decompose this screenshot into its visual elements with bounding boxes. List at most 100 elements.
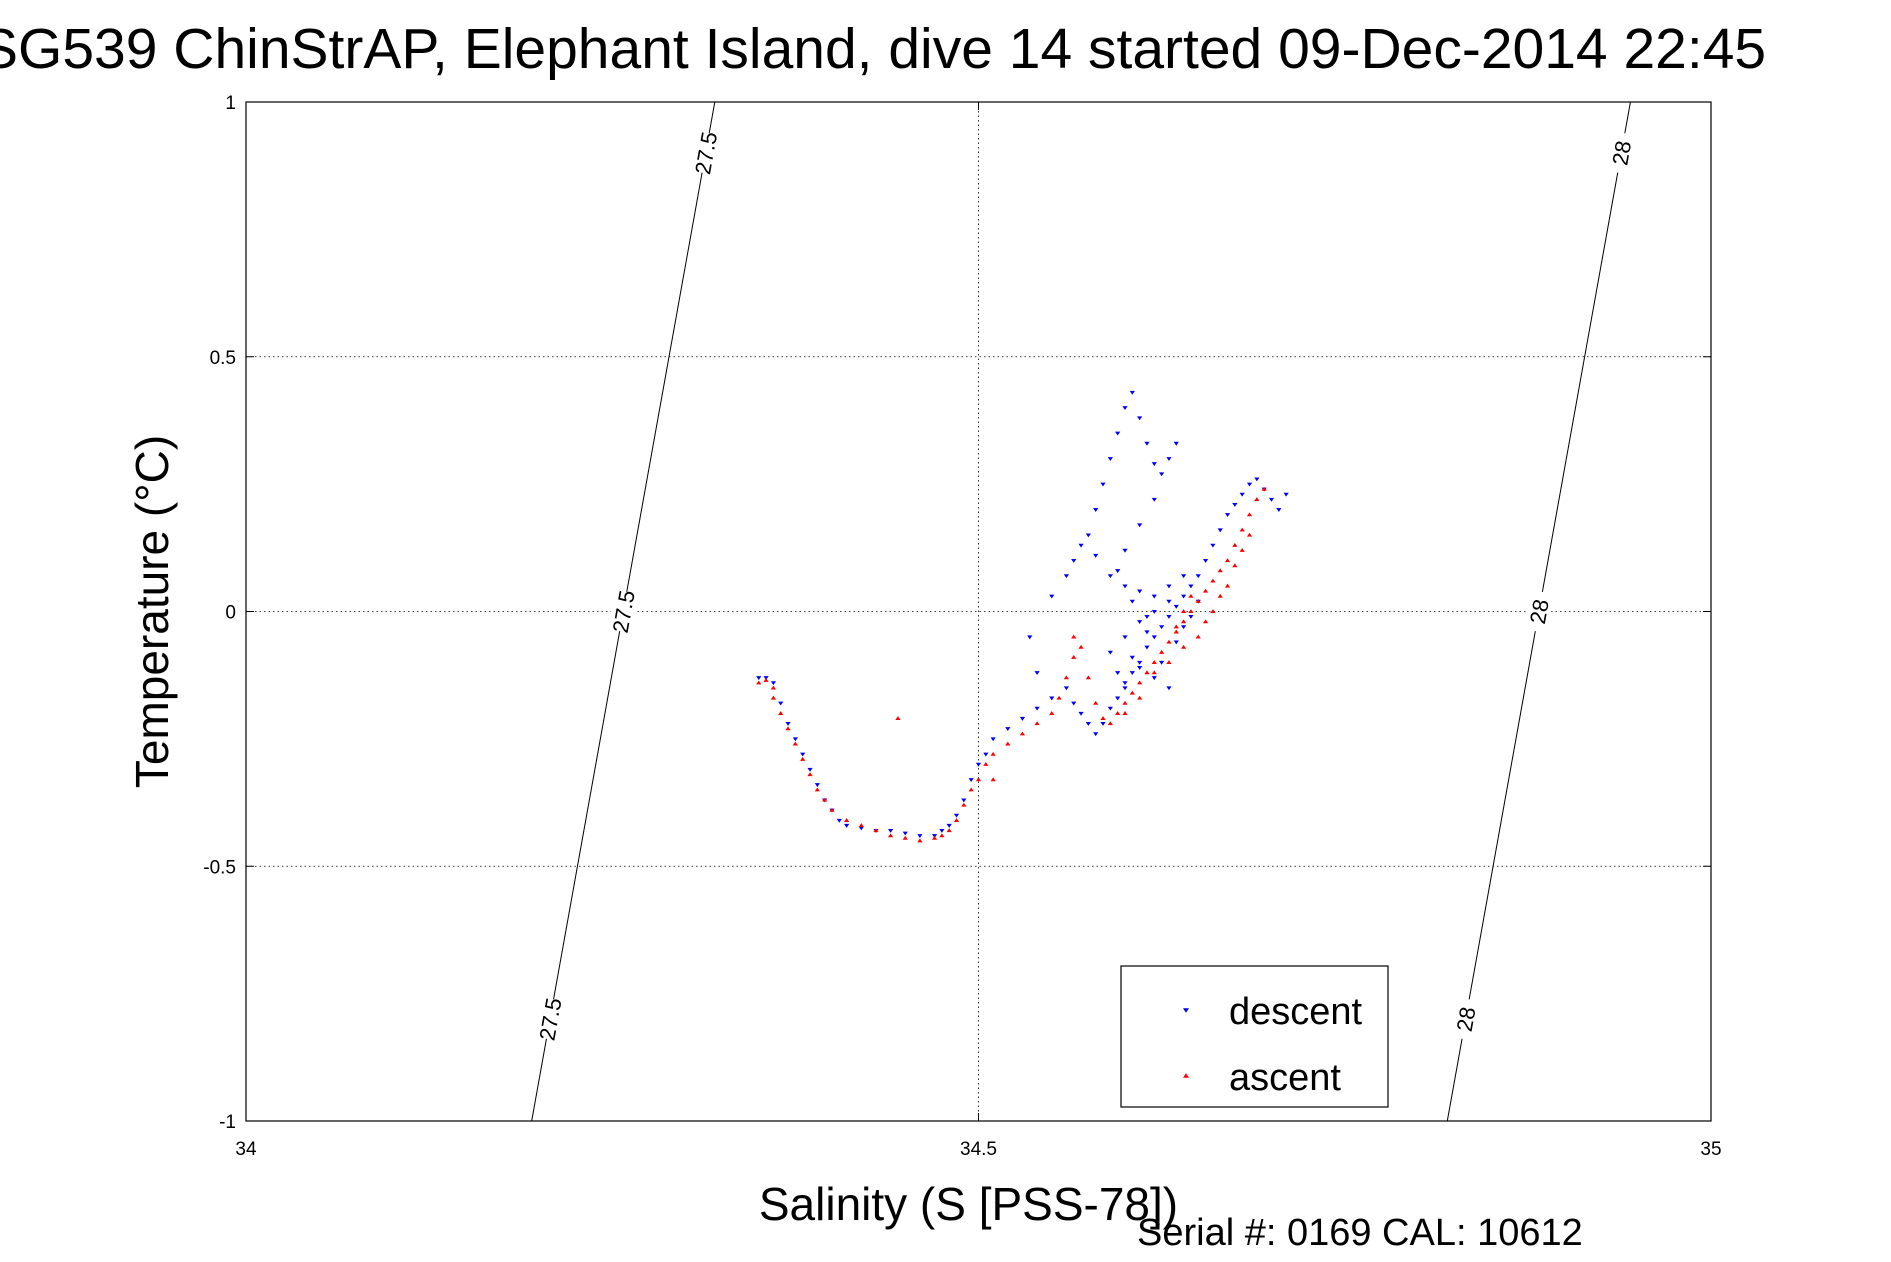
descent-point xyxy=(902,831,908,836)
ascent-point xyxy=(1071,655,1077,659)
descent-point xyxy=(1254,477,1260,482)
descent-point xyxy=(1151,594,1157,599)
descent-point xyxy=(1093,508,1099,512)
descent-point xyxy=(1005,727,1011,732)
ascent-point xyxy=(1181,619,1187,624)
ascent-point xyxy=(785,726,791,731)
descent-point xyxy=(807,767,813,772)
descent-point xyxy=(1122,681,1128,686)
descent-point xyxy=(1137,660,1143,665)
descent-point xyxy=(1144,441,1150,446)
contour-label: 28 xyxy=(1525,597,1554,626)
descent-point xyxy=(1093,732,1099,737)
y-tick-label: -0.5 xyxy=(203,857,236,878)
ascent-point xyxy=(1181,609,1187,614)
descent-point xyxy=(1276,508,1282,512)
ascent-point xyxy=(1232,563,1238,568)
descent-point xyxy=(858,826,864,831)
descent-point xyxy=(1159,472,1165,477)
ascent-point xyxy=(990,777,996,782)
descent-point xyxy=(1122,406,1128,411)
descent-point xyxy=(1129,390,1135,395)
ascent-point xyxy=(1144,670,1150,675)
descent-point xyxy=(1107,574,1113,579)
ascent-point xyxy=(1181,644,1187,649)
legend-marker xyxy=(1183,1008,1189,1013)
descent-point xyxy=(1224,513,1231,518)
contour-label-bg xyxy=(534,997,566,1041)
ascent-point xyxy=(873,828,879,833)
grid-lines xyxy=(246,102,1711,1121)
ascent-point xyxy=(1166,639,1172,644)
legend-entry-ascent: ascent xyxy=(1183,1057,1341,1099)
ascent-point xyxy=(953,818,960,822)
ascent-point xyxy=(1151,660,1157,665)
descent-point xyxy=(888,829,894,833)
descent-point xyxy=(961,798,967,803)
y-tick-label: 0.5 xyxy=(210,348,236,369)
ascent-point xyxy=(1195,598,1201,603)
ascent-point xyxy=(1034,721,1040,726)
descent-point xyxy=(1122,686,1128,691)
ascent-point xyxy=(1166,660,1172,665)
ascent-point xyxy=(902,835,908,840)
descent-point xyxy=(1137,523,1143,528)
descent-point xyxy=(1122,635,1128,640)
contour-label-bg xyxy=(607,589,639,634)
ascent-point xyxy=(1232,542,1238,547)
legend: descent ascent xyxy=(1120,965,1389,1108)
ascent-point xyxy=(1137,695,1143,700)
ascent-point xyxy=(895,716,901,721)
legend-label: ascent xyxy=(1229,1057,1341,1099)
descent-point xyxy=(1246,482,1253,487)
descent-point xyxy=(814,783,820,788)
contour-label-bg xyxy=(1605,131,1637,175)
ascent-point xyxy=(1093,700,1099,705)
descent-point xyxy=(1202,558,1209,563)
ascent-point xyxy=(1005,741,1011,746)
descent-point xyxy=(1173,604,1179,609)
series-descent xyxy=(756,390,1289,839)
descent-point xyxy=(1129,671,1135,675)
ascent-point xyxy=(1217,568,1223,573)
ascent-point xyxy=(1107,721,1113,726)
ascent-point xyxy=(1151,670,1157,675)
descent-point xyxy=(1173,441,1179,446)
ascent-point xyxy=(1246,512,1253,517)
ascent-point xyxy=(917,838,923,843)
descent-point xyxy=(1283,492,1289,497)
ascent-point xyxy=(770,695,776,700)
ascent-point xyxy=(1239,548,1245,552)
descent-point xyxy=(1188,615,1194,619)
ascent-point xyxy=(1224,558,1231,563)
descent-point xyxy=(1122,584,1128,589)
descent-point xyxy=(1107,650,1113,655)
descent-point xyxy=(1019,716,1026,721)
descent-point xyxy=(990,737,996,742)
ascent-point xyxy=(1122,711,1128,715)
ascent-point xyxy=(1063,675,1069,680)
ascent-point xyxy=(1159,649,1165,654)
descent-point xyxy=(1151,609,1157,614)
descent-point xyxy=(1166,599,1172,604)
ascent-point xyxy=(1173,629,1179,634)
ascent-point xyxy=(1188,609,1194,614)
ascent-point xyxy=(1173,624,1179,629)
legend-label: descent xyxy=(1229,991,1363,1033)
ascent-point xyxy=(1129,690,1135,695)
descent-point xyxy=(778,701,784,706)
descent-point xyxy=(1078,711,1084,716)
descent-point xyxy=(1071,701,1077,706)
contour-label-bg xyxy=(1523,589,1555,634)
descent-point xyxy=(785,722,791,726)
descent-point xyxy=(917,834,923,839)
descent-point xyxy=(1129,655,1135,660)
descent-point xyxy=(1107,457,1113,461)
descent-point xyxy=(1027,635,1033,640)
descent-point xyxy=(1181,574,1187,579)
descent-point xyxy=(1173,640,1179,645)
descent-point xyxy=(1166,457,1172,461)
descent-point xyxy=(939,829,945,833)
ascent-point xyxy=(1078,644,1084,649)
